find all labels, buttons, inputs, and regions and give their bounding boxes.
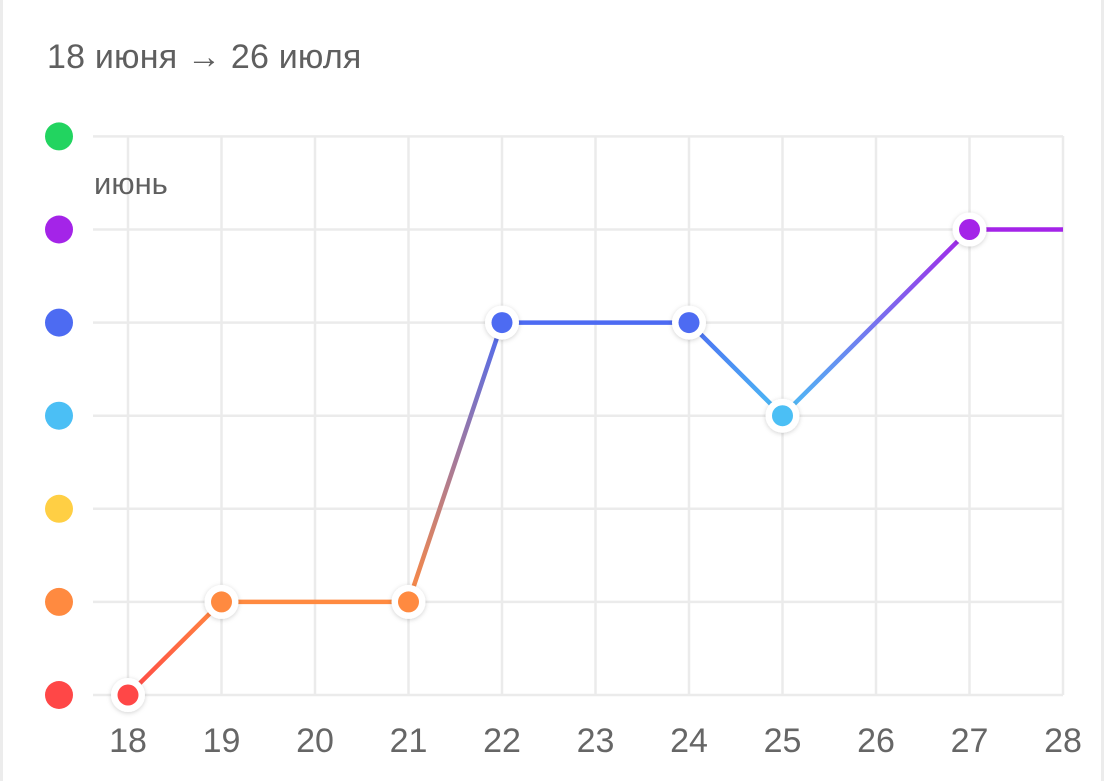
date-range-title: 18 июня → 26 июля — [47, 38, 362, 76]
line-segment — [686, 320, 785, 418]
x-tick-label: 22 — [483, 722, 521, 760]
x-tick-label: 24 — [670, 722, 708, 760]
data-point[interactable] — [765, 398, 800, 433]
x-tick-label: 20 — [296, 722, 334, 760]
line-segment — [406, 320, 505, 605]
x-tick-label: 23 — [577, 722, 615, 760]
grid — [93, 135, 1065, 697]
data-point-dot — [959, 219, 980, 240]
x-tick-label: 25 — [764, 722, 802, 760]
data-point-dot — [117, 684, 139, 706]
data-point[interactable] — [111, 678, 145, 712]
x-tick-label: 18 — [109, 722, 147, 760]
level-dot-0 — [45, 681, 73, 709]
x-tick-label: 28 — [1044, 722, 1082, 760]
line-segment — [780, 227, 972, 418]
series-line — [125, 227, 1063, 698]
data-point-dot — [678, 312, 700, 334]
level-dot-5 — [45, 215, 73, 244]
data-points — [111, 212, 987, 712]
data-point[interactable] — [672, 305, 706, 340]
x-tick-label: 26 — [857, 722, 895, 760]
x-tick-label: 19 — [203, 722, 241, 760]
level-legend — [45, 122, 73, 709]
x-tick-label: 27 — [951, 722, 989, 760]
data-point-dot — [491, 312, 513, 334]
data-point-dot — [211, 591, 232, 613]
line-segment — [125, 599, 224, 698]
level-dot-3 — [45, 401, 73, 430]
x-tick-label: 21 — [390, 722, 428, 760]
level-dot-2 — [45, 494, 73, 523]
data-point[interactable] — [204, 584, 239, 619]
x-axis-ticks: 18 19 20 21 22 23 24 25 26 27 28 — [109, 722, 1082, 760]
data-point[interactable] — [391, 584, 426, 619]
level-dot-1 — [45, 587, 73, 616]
data-point-dot — [398, 591, 419, 613]
data-point[interactable] — [952, 212, 987, 247]
data-point[interactable] — [485, 305, 519, 340]
data-point-dot — [772, 405, 793, 427]
level-dot-4 — [45, 308, 73, 337]
month-label: июнь — [94, 166, 168, 201]
level-dot-6 — [45, 122, 73, 151]
